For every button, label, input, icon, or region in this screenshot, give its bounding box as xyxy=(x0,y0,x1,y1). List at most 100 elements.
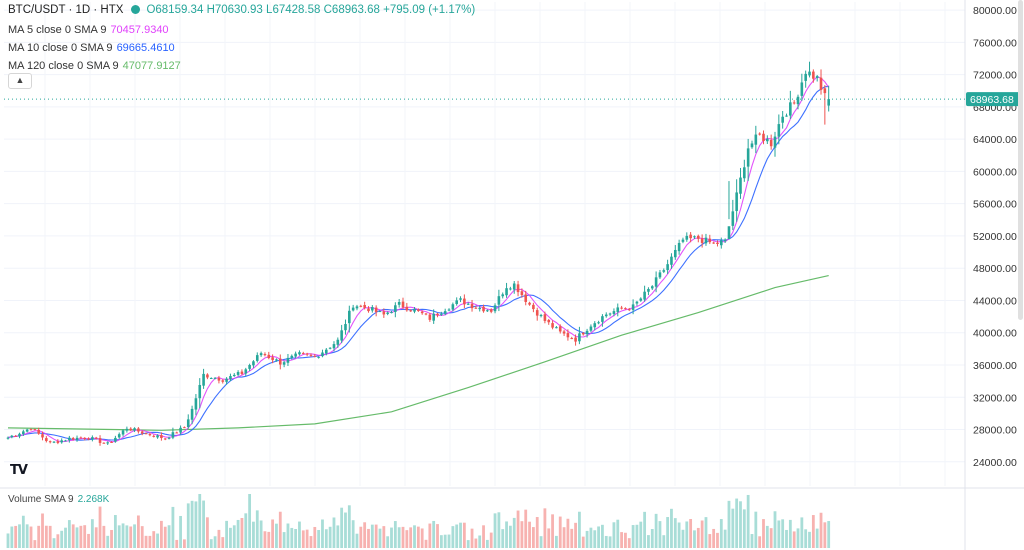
vertical-scrollbar[interactable] xyxy=(1018,0,1023,320)
candle-body xyxy=(532,304,535,310)
volume-bar xyxy=(259,520,263,548)
candle-body xyxy=(198,384,202,399)
volume-bar xyxy=(777,520,781,548)
volume-bar xyxy=(639,521,643,548)
volume-bar xyxy=(328,526,332,548)
volume-bar xyxy=(405,530,409,548)
candle-body xyxy=(720,240,723,246)
candle-body xyxy=(140,431,144,434)
candle-body xyxy=(114,437,117,442)
volume-bar xyxy=(156,533,159,548)
volume-bar xyxy=(102,525,106,548)
candle-body xyxy=(359,305,363,307)
candle-body xyxy=(746,148,750,167)
candle-body xyxy=(585,330,589,335)
candle-body xyxy=(133,428,136,431)
volume-bar xyxy=(785,529,788,548)
volume-bar xyxy=(190,500,194,548)
volume-bar xyxy=(750,534,754,548)
candle-body xyxy=(489,309,493,312)
candle-body xyxy=(413,308,416,312)
change-value: +795.09 (+1.17%) xyxy=(383,4,476,16)
volume-bar xyxy=(612,522,616,548)
symbol-label[interactable]: BTC/USDT · 1D · HTX xyxy=(8,4,124,16)
candle-body xyxy=(394,305,397,312)
volume-bar xyxy=(282,532,286,548)
volume-bar xyxy=(340,507,344,548)
candle-body xyxy=(804,73,807,81)
candle-body xyxy=(547,319,551,323)
volume-bar xyxy=(470,528,474,548)
volume-bar xyxy=(647,535,650,548)
candle-body xyxy=(232,374,236,377)
candle-body xyxy=(520,291,524,296)
volume-bar xyxy=(313,526,317,548)
candle-body xyxy=(697,235,700,239)
volume-bar xyxy=(765,525,769,548)
candle-body xyxy=(106,442,110,444)
tradingview-logo[interactable]: TV xyxy=(10,463,32,479)
candle-body xyxy=(229,376,232,380)
candle-body xyxy=(87,438,90,440)
volume-bar xyxy=(512,517,516,548)
candle-body xyxy=(443,311,447,314)
volume-bar xyxy=(386,536,390,548)
candle-body xyxy=(240,371,244,374)
volume-bar xyxy=(367,528,370,548)
volume-bar xyxy=(44,525,48,548)
candle-body xyxy=(363,304,366,308)
indicator-ma120[interactable]: MA 120 close 0 SMA 9 47077.9127 xyxy=(8,60,181,72)
collapse-legend-button[interactable]: ▲ xyxy=(8,73,32,89)
candle-body xyxy=(509,288,512,290)
volume-bar xyxy=(305,529,309,548)
volume-bar xyxy=(643,511,647,548)
candle-body xyxy=(301,353,305,355)
candle-body xyxy=(700,238,704,243)
volume-bar xyxy=(482,525,485,548)
candle-body xyxy=(94,437,98,439)
candle-body xyxy=(367,308,370,312)
indicator-label: MA 120 close 0 SMA 9 xyxy=(8,60,119,72)
indicator-ma5[interactable]: MA 5 close 0 SMA 9 70457.9340 xyxy=(8,24,169,36)
candle-body xyxy=(578,333,581,342)
volume-bar xyxy=(359,526,363,548)
volume-bar xyxy=(788,519,792,548)
candle-body xyxy=(658,272,662,278)
candle-body xyxy=(555,327,558,329)
volume-bar xyxy=(6,533,10,548)
volume-bar xyxy=(194,501,198,548)
volume-bar xyxy=(585,530,589,548)
volume-legend[interactable]: Volume SMA 9 2.268K xyxy=(8,494,109,505)
candle-body xyxy=(566,333,570,338)
price-tick-label: 32000.00 xyxy=(973,392,1017,404)
candle-body xyxy=(236,372,240,375)
candle-body xyxy=(110,441,113,443)
candle-body xyxy=(650,286,654,289)
candle-body xyxy=(815,76,819,79)
candle-body xyxy=(440,313,443,315)
candle-body xyxy=(29,429,33,431)
volume-bar xyxy=(271,519,275,548)
volume-bar xyxy=(662,535,666,548)
volume-bar xyxy=(336,525,340,548)
indicator-ma10[interactable]: MA 10 close 0 SMA 9 69665.4610 xyxy=(8,42,175,54)
candle-body xyxy=(6,437,10,439)
candle-body xyxy=(213,377,217,379)
volume-bar xyxy=(286,523,290,548)
volume-bar xyxy=(18,524,21,548)
volume-bar xyxy=(443,534,447,548)
volume-bar xyxy=(136,515,140,548)
chevron-up-icon: ▲ xyxy=(15,75,25,85)
volume-bar xyxy=(436,524,439,548)
candle-body xyxy=(420,311,424,314)
candle-body xyxy=(202,373,205,386)
volume-bar xyxy=(117,525,121,548)
volume-bar xyxy=(198,494,202,548)
volume-bar xyxy=(620,532,623,548)
candle-body xyxy=(259,353,263,356)
volume-bar xyxy=(171,506,175,548)
candle-body xyxy=(455,300,458,304)
volume-bar xyxy=(129,526,133,548)
